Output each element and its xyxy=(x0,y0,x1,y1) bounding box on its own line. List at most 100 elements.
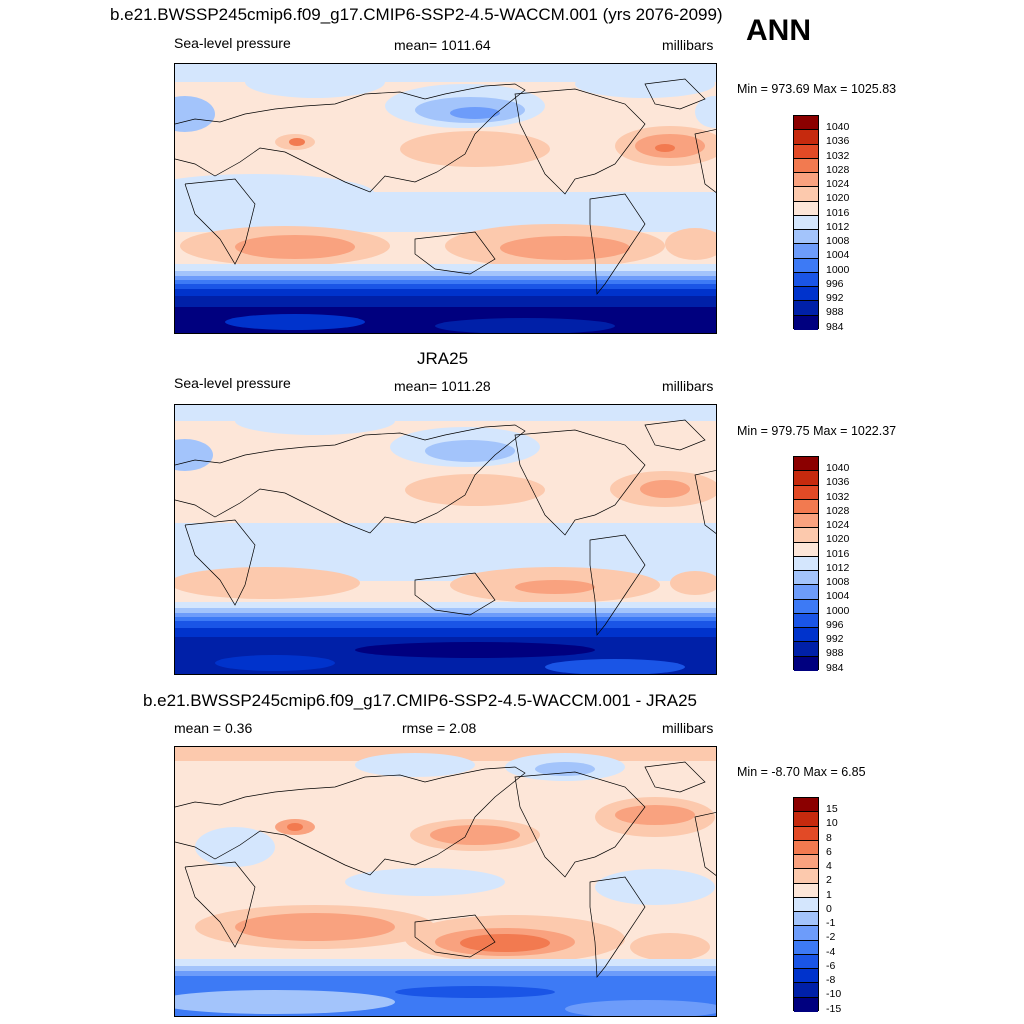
season-label: ANN xyxy=(746,14,811,47)
colorbar-tick-label: -6 xyxy=(826,959,836,972)
colorbar-tick-label: -8 xyxy=(826,974,836,987)
panel-left-label: Sea-level pressure xyxy=(174,375,291,391)
colorbar-swatch xyxy=(794,457,818,472)
colorbar-swatch xyxy=(794,954,818,970)
colorbar-swatch xyxy=(794,556,818,572)
colorbar-swatch xyxy=(794,130,818,145)
colorbar-swatch xyxy=(794,869,818,884)
colorbar-tick-label: 1000 xyxy=(826,263,850,276)
panel-right-label: millibars xyxy=(662,720,714,736)
colorbar-swatch xyxy=(794,855,818,870)
colorbar-swatch xyxy=(794,940,818,955)
colorbar-tick-label: 1008 xyxy=(826,576,850,589)
colorbar-tick-label: 15 xyxy=(826,803,838,815)
colorbar-tick-label: 1012 xyxy=(826,561,850,574)
colorbar-swatch xyxy=(794,826,818,841)
panel-title: b.e21.BWSSP245cmip6.f09_g17.CMIP6-SSP2-4… xyxy=(143,691,698,710)
colorbar-tick-label: 1040 xyxy=(826,462,850,474)
colorbar-swatch xyxy=(794,897,818,913)
colorbar xyxy=(793,456,819,671)
colorbar-tick-label: -4 xyxy=(826,945,836,958)
colorbar-swatch xyxy=(794,628,818,643)
panel-minmax: Min = -8.70 Max = 6.85 xyxy=(737,765,866,779)
colorbar-tick-label: 0 xyxy=(826,902,832,915)
colorbar-tick-label: 1028 xyxy=(826,163,850,176)
colorbar-swatch xyxy=(794,258,818,273)
colorbar-swatch xyxy=(794,315,818,330)
colorbar-swatch xyxy=(794,471,818,486)
panel-center-label: rmse = 2.08 xyxy=(402,720,477,736)
panel-minmax: Min = 979.75 Max = 1022.37 xyxy=(737,424,897,438)
colorbar-swatch xyxy=(794,798,818,813)
colorbar-swatch xyxy=(794,613,818,629)
colorbar-tick-label: 8 xyxy=(826,831,832,844)
panel-center-label: mean= 1011.64 xyxy=(394,37,491,53)
colorbar-tick-label: 10 xyxy=(826,817,838,830)
colorbar-tick-label: 2 xyxy=(826,874,832,887)
colorbar-swatch xyxy=(794,215,818,231)
colorbar xyxy=(793,797,819,1012)
colorbar-tick-label: 4 xyxy=(826,860,832,873)
colorbar-swatch xyxy=(794,287,818,302)
panel-left-label: mean = 0.36 xyxy=(174,720,253,736)
colorbar-swatch xyxy=(794,983,818,998)
colorbar-swatch xyxy=(794,244,818,259)
map-plot xyxy=(174,746,717,1017)
colorbar-tick-label: 1036 xyxy=(826,476,850,489)
colorbar-tick-label: 1024 xyxy=(826,178,850,191)
panel-right-label: millibars xyxy=(662,378,714,394)
colorbar-tick-label: -1 xyxy=(826,917,836,930)
colorbar-tick-label: 1004 xyxy=(826,249,850,262)
colorbar-swatch xyxy=(794,542,818,557)
colorbar-tick-label: 988 xyxy=(826,647,844,660)
colorbar-tick-label: -15 xyxy=(826,1002,842,1015)
colorbar-swatch xyxy=(794,116,818,131)
colorbar-tick-label: 1020 xyxy=(826,533,850,546)
colorbar-swatch xyxy=(794,812,818,827)
colorbar-tick-label: 1024 xyxy=(826,519,850,532)
colorbar-tick-label: 1028 xyxy=(826,504,850,517)
colorbar-tick-label: 1016 xyxy=(826,547,850,560)
colorbar-swatch xyxy=(794,599,818,614)
colorbar-tick-label: 992 xyxy=(826,633,844,646)
colorbar-swatch xyxy=(794,301,818,316)
colorbar-swatch xyxy=(794,187,818,202)
map-plot xyxy=(174,404,717,675)
colorbar-swatch xyxy=(794,969,818,984)
colorbar-tick-label: 984 xyxy=(826,661,844,674)
panel-right-label: millibars xyxy=(662,37,714,53)
panel-title: JRA25 xyxy=(417,349,469,368)
main-title: b.e21.BWSSP245cmip6.f09_g17.CMIP6-SSP2-4… xyxy=(110,5,723,24)
colorbar-tick-label: 1004 xyxy=(826,590,850,603)
colorbar xyxy=(793,115,819,330)
colorbar-swatch xyxy=(794,485,818,500)
colorbar-tick-label: 1036 xyxy=(826,135,850,148)
colorbar-tick-label: 996 xyxy=(826,277,844,290)
colorbar-tick-label: 1020 xyxy=(826,192,850,205)
panel-left-label: Sea-level pressure xyxy=(174,35,291,51)
colorbar-tick-label: 1040 xyxy=(826,121,850,133)
colorbar-tick-label: 6 xyxy=(826,845,832,858)
colorbar-swatch xyxy=(794,499,818,515)
colorbar-swatch xyxy=(794,144,818,159)
colorbar-swatch xyxy=(794,926,818,941)
colorbar-tick-label: 1000 xyxy=(826,604,850,617)
colorbar-tick-label: 1 xyxy=(826,888,832,901)
colorbar-swatch xyxy=(794,656,818,671)
colorbar-swatch xyxy=(794,585,818,600)
colorbar-swatch xyxy=(794,201,818,216)
colorbar-swatch xyxy=(794,571,818,586)
colorbar-swatch xyxy=(794,997,818,1012)
colorbar-swatch xyxy=(794,912,818,927)
panel-minmax: Min = 973.69 Max = 1025.83 xyxy=(737,82,897,96)
colorbar-swatch xyxy=(794,528,818,543)
colorbar-tick-label: 992 xyxy=(826,292,844,305)
colorbar-tick-label: 984 xyxy=(826,320,844,333)
panel-center-label: mean= 1011.28 xyxy=(394,378,491,394)
colorbar-tick-label: 988 xyxy=(826,306,844,319)
colorbar-tick-label: 996 xyxy=(826,618,844,631)
colorbar-swatch xyxy=(794,230,818,245)
colorbar-tick-label: 1008 xyxy=(826,235,850,248)
colorbar-swatch xyxy=(794,272,818,288)
colorbar-swatch xyxy=(794,840,818,856)
